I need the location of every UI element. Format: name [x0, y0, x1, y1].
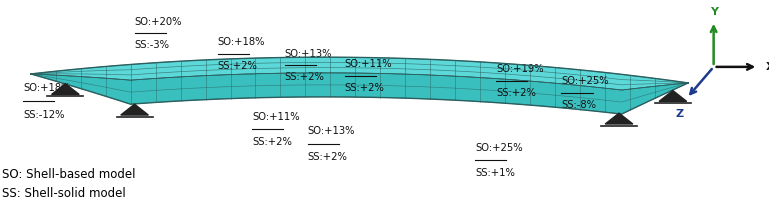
Text: SS:+1%: SS:+1% [475, 168, 515, 178]
Text: SO:+13%: SO:+13% [308, 126, 355, 136]
Text: SS:+2%: SS:+2% [218, 61, 258, 71]
Text: SS:-3%: SS:-3% [135, 40, 170, 50]
Text: SS:+2%: SS:+2% [252, 137, 292, 147]
Text: SO:+25%: SO:+25% [561, 76, 609, 86]
Text: SS:+2%: SS:+2% [345, 83, 384, 93]
Polygon shape [659, 90, 687, 101]
Text: SS:+2%: SS:+2% [308, 152, 348, 162]
Text: SO:+19%: SO:+19% [496, 64, 544, 74]
Text: Z: Z [676, 109, 684, 119]
Text: SS: Shell-solid model: SS: Shell-solid model [2, 187, 125, 200]
Polygon shape [52, 84, 79, 94]
Text: SO:+11%: SO:+11% [252, 112, 300, 122]
Text: SO:+18%: SO:+18% [23, 83, 71, 93]
Polygon shape [31, 73, 688, 114]
Text: SO: Shell-based model: SO: Shell-based model [2, 168, 135, 181]
Text: SO:+18%: SO:+18% [218, 37, 265, 47]
Polygon shape [605, 113, 633, 124]
Text: SO:+25%: SO:+25% [475, 143, 523, 153]
Text: X: X [766, 62, 769, 72]
Text: Y: Y [710, 7, 717, 17]
Text: SO:+11%: SO:+11% [345, 59, 392, 69]
Text: SS:+2%: SS:+2% [285, 72, 325, 82]
Text: SS:-12%: SS:-12% [23, 110, 65, 120]
Text: SS:+2%: SS:+2% [496, 88, 536, 98]
Text: SO:+20%: SO:+20% [135, 17, 182, 27]
Text: SS:-8%: SS:-8% [561, 100, 597, 110]
Polygon shape [121, 104, 148, 115]
Polygon shape [31, 57, 688, 90]
Text: SO:+13%: SO:+13% [285, 48, 332, 59]
